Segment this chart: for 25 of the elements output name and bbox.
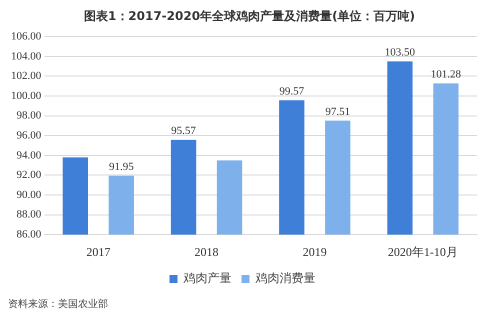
y-tick-label: 96.00 bbox=[16, 129, 42, 142]
y-tick-label: 88.00 bbox=[16, 208, 42, 221]
x-tick-label: 2018 bbox=[194, 244, 219, 259]
data-label: 101.28 bbox=[430, 68, 462, 81]
data-label: 95.57 bbox=[171, 125, 196, 138]
data-label: 97.51 bbox=[325, 106, 350, 118]
y-tick-label: 94.00 bbox=[16, 149, 42, 162]
legend-label: 鸡肉消费量 bbox=[254, 271, 316, 286]
y-tick-label: 90.00 bbox=[16, 188, 42, 201]
data-label: 99.57 bbox=[279, 86, 305, 98]
y-tick-label: 92.00 bbox=[16, 169, 42, 182]
data-label: 103.50 bbox=[384, 46, 416, 59]
y-tick-label: 86.00 bbox=[16, 228, 42, 240]
y-tick-label: 102.00 bbox=[11, 70, 42, 82]
legend-label: 鸡肉产量 bbox=[182, 271, 232, 286]
y-tick-label: 104.00 bbox=[11, 50, 42, 62]
y-tick-label: 98.00 bbox=[16, 110, 42, 122]
x-tick-label: 2019 bbox=[302, 244, 327, 259]
y-tick-label: 100.00 bbox=[11, 90, 42, 102]
text: 资料来源：美国农业部 bbox=[8, 298, 109, 311]
data-label: 91.95 bbox=[108, 161, 134, 174]
x-tick-label: 2017 bbox=[86, 244, 110, 259]
y-tick-label: 106.00 bbox=[11, 30, 42, 42]
x-tick-label: 2020年1-10月 bbox=[388, 244, 458, 259]
chart-title: 图表1：2017-2020年全球鸡肉产量及消费量(单位：百万吨) bbox=[82, 8, 416, 25]
